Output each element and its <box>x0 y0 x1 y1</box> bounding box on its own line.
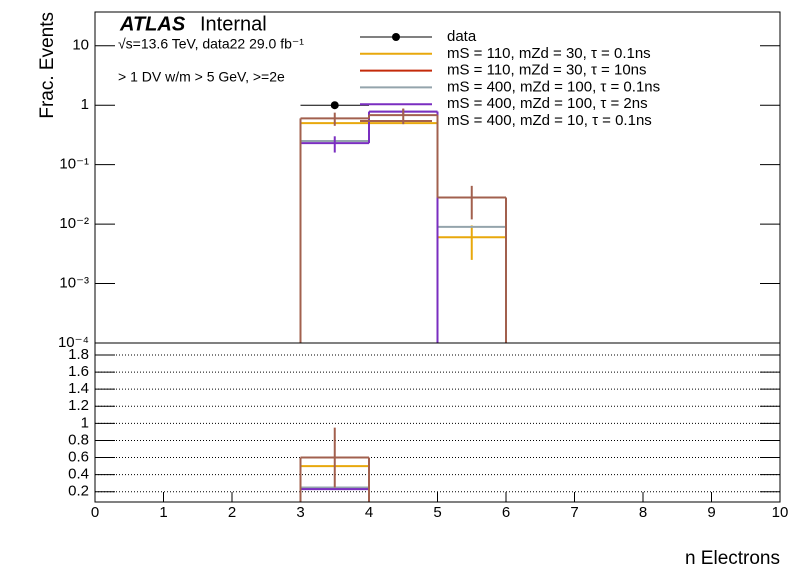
y-tick-label: 1.4 <box>68 380 89 397</box>
subtitle: √s=13.6 TeV, data22 29.0 fb⁻¹ <box>118 36 304 52</box>
x-tick-label: 9 <box>707 504 715 521</box>
legend-label: mS = 400, mZd = 100, τ = 0.1ns <box>447 78 660 95</box>
y-tick-label: 1 <box>81 96 89 113</box>
y-tick-label: 1.8 <box>68 346 89 363</box>
y-tick-label: 0.6 <box>68 449 89 466</box>
annotation: > 1 DV w/m > 5 GeV, >=2e <box>118 69 285 85</box>
x-tick-label: 8 <box>639 504 647 521</box>
legend-label: mS = 110, mZd = 30, τ = 0.1ns <box>447 45 651 62</box>
data-point <box>330 101 339 110</box>
y-tick-label: 0.4 <box>68 466 89 483</box>
y-tick-label: 0.8 <box>68 431 89 448</box>
y-tick-label: 1 <box>81 414 89 431</box>
legend-label: mS = 110, mZd = 30, τ = 10ns <box>447 62 647 79</box>
x-tick-label: 2 <box>228 504 236 521</box>
chart-title: ATLAS <box>119 13 186 35</box>
legend-label: mS = 400, mZd = 10, τ = 0.1ns <box>447 112 652 129</box>
x-tick-label: 5 <box>433 504 441 521</box>
legend-label: data <box>447 28 477 45</box>
legend-label: mS = 400, mZd = 100, τ = 2ns <box>447 95 648 112</box>
x-tick-label: 3 <box>296 504 304 521</box>
x-tick-label: 7 <box>570 504 578 521</box>
x-tick-label: 4 <box>365 504 373 521</box>
y-tick-label: 1.2 <box>68 397 89 414</box>
x-tick-label: 10 <box>772 504 789 521</box>
y-axis-label: Frac. Events <box>37 12 58 119</box>
y-tick-label: 0.2 <box>68 483 89 500</box>
y-tick-label: 10⁻⁴ <box>58 334 89 351</box>
x-tick-label: 6 <box>502 504 510 521</box>
y-tick-label: 10 <box>72 37 89 54</box>
x-tick-label: 0 <box>91 504 99 521</box>
y-tick-label: 10⁻¹ <box>59 156 89 173</box>
y-tick-label: 1.6 <box>68 363 89 380</box>
x-axis-label: n Electrons <box>685 548 780 569</box>
chart-title-suffix: Internal <box>200 13 267 35</box>
legend-marker <box>392 33 400 41</box>
x-tick-label: 1 <box>159 504 167 521</box>
y-tick-label: 10⁻³ <box>59 275 89 292</box>
y-tick-label: 10⁻² <box>59 215 89 232</box>
plot-frame <box>94 342 781 503</box>
